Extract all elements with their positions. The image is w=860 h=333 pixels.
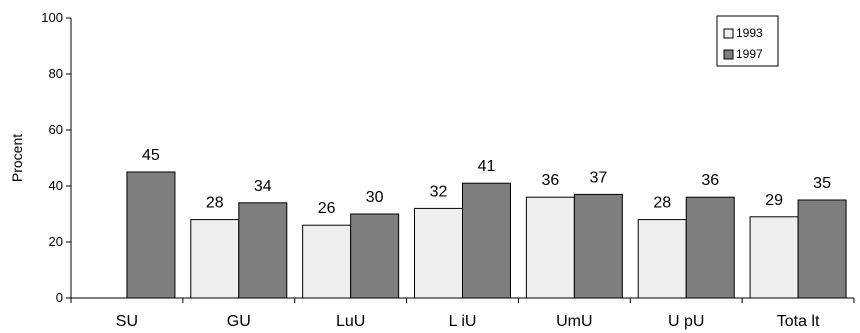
data-label-1993: 36	[541, 172, 559, 189]
x-category-label: LuU	[336, 313, 365, 330]
data-label-1997: 30	[366, 189, 384, 206]
bar-1997	[239, 203, 287, 298]
bar-1993	[303, 225, 351, 298]
bar-1993	[191, 220, 239, 298]
x-category-label: Tota lt	[777, 313, 820, 330]
data-label-1997: 45	[142, 147, 160, 164]
data-label-1993: 26	[318, 200, 336, 217]
bar-1993	[638, 220, 686, 298]
legend-label-1997: 1997	[736, 47, 763, 61]
legend-swatch-1993	[724, 29, 733, 38]
y-tick-label: 100	[41, 10, 63, 25]
x-category-label: SU	[116, 313, 138, 330]
y-tick-label: 60	[49, 122, 63, 137]
legend-swatch-1997	[724, 50, 733, 59]
data-label-1997: 41	[478, 158, 496, 175]
y-axis-title: Procent	[9, 134, 25, 182]
x-category-label: L iU	[449, 313, 477, 330]
x-category-label: UmU	[556, 313, 592, 330]
bar-1997	[127, 172, 175, 298]
bar-1993	[750, 217, 798, 298]
x-category-label: GU	[227, 313, 251, 330]
y-ticks-group: 0 20 40 60 80 100	[41, 10, 71, 305]
y-tick-label: 20	[49, 234, 63, 249]
y-tick-label: 0	[56, 290, 63, 305]
bars-group	[127, 172, 846, 298]
data-label-1997: 34	[254, 178, 272, 195]
bar-1997	[463, 183, 511, 298]
bar-1993	[526, 197, 574, 298]
bar-1993	[415, 208, 463, 298]
data-label-1993: 28	[206, 195, 224, 212]
legend-label-1993: 1993	[736, 26, 763, 40]
x-category-label: U pU	[668, 313, 704, 330]
data-label-1997: 36	[701, 172, 719, 189]
data-label-1993: 28	[653, 195, 671, 212]
data-label-1997: 37	[589, 169, 607, 186]
bar-1997	[686, 197, 734, 298]
y-tick-label: 40	[49, 178, 63, 193]
data-label-1993: 32	[430, 183, 448, 200]
bar-1997	[351, 214, 399, 298]
data-label-1997: 35	[813, 175, 831, 192]
y-tick-label: 80	[49, 66, 63, 81]
legend: 1993 1997	[717, 16, 778, 66]
x-ticks-group: SU GU LuU L iU UmU U pU Tota lt	[71, 298, 854, 330]
bar-1997	[798, 200, 846, 298]
data-label-1993: 29	[765, 192, 783, 209]
bar-1997	[574, 194, 622, 298]
